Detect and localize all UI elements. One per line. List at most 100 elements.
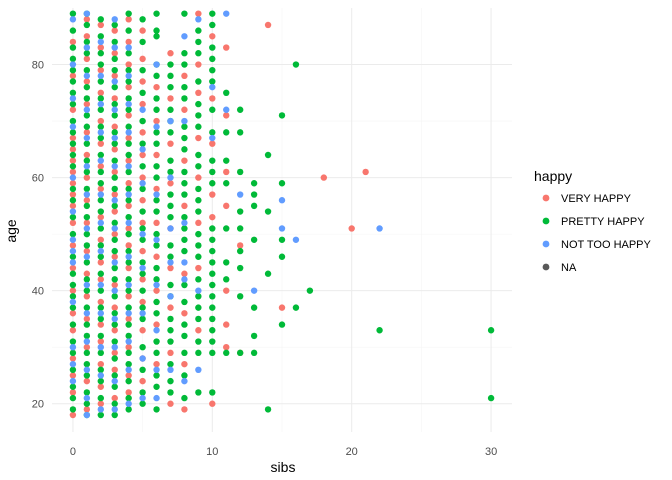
point-pretty-happy (153, 349, 160, 357)
point-very-happy (83, 197, 91, 204)
point-pretty-happy (69, 129, 77, 136)
point-very-happy (111, 27, 118, 34)
point-pretty-happy (125, 259, 132, 266)
point-pretty-happy (97, 315, 104, 323)
point-very-happy (167, 264, 174, 272)
point-pretty-happy (250, 332, 258, 340)
point-pretty-happy (69, 338, 77, 345)
point-not-too-happy (97, 72, 104, 80)
point-pretty-happy (153, 276, 160, 283)
y-tick-label: 20 (32, 399, 44, 411)
point-pretty-happy (167, 61, 174, 68)
point-pretty-happy (111, 185, 118, 193)
point-pretty-happy (250, 202, 258, 210)
point-very-happy (69, 180, 77, 187)
point-pretty-happy (83, 400, 91, 407)
point-pretty-happy (139, 389, 146, 396)
point-pretty-happy (111, 140, 118, 147)
point-pretty-happy (209, 106, 216, 113)
point-pretty-happy (181, 180, 188, 187)
point-not-too-happy (153, 191, 160, 198)
point-pretty-happy (278, 112, 286, 119)
point-not-too-happy (69, 259, 77, 266)
point-very-happy (223, 44, 230, 51)
point-pretty-happy (181, 10, 188, 17)
point-very-happy (111, 95, 118, 102)
y-tick-label: 40 (32, 286, 44, 298)
point-pretty-happy (153, 140, 160, 147)
point-very-happy (111, 281, 118, 289)
point-not-too-happy (167, 225, 174, 232)
point-very-happy (153, 151, 160, 159)
point-pretty-happy (236, 293, 244, 300)
y-tick-label: 80 (32, 60, 44, 72)
point-pretty-happy (195, 197, 202, 204)
point-not-too-happy (125, 44, 132, 51)
point-not-too-happy (153, 394, 160, 402)
point-pretty-happy (153, 197, 160, 204)
point-pretty-happy (111, 372, 118, 379)
point-very-happy (264, 21, 272, 29)
point-not-too-happy (111, 106, 118, 113)
point-pretty-happy (209, 338, 216, 345)
point-pretty-happy (223, 259, 230, 266)
point-not-too-happy (278, 197, 286, 204)
point-pretty-happy (209, 247, 216, 255)
point-pretty-happy (195, 163, 202, 170)
point-very-happy (348, 225, 355, 232)
point-pretty-happy (167, 377, 174, 385)
point-very-happy (223, 112, 230, 119)
point-pretty-happy (83, 213, 91, 221)
point-very-happy (83, 151, 91, 159)
point-very-happy (181, 270, 188, 277)
point-pretty-happy (250, 180, 258, 187)
point-very-happy (83, 78, 91, 85)
point-pretty-happy (97, 242, 104, 249)
point-very-happy (181, 106, 188, 113)
point-not-too-happy (83, 106, 91, 113)
point-pretty-happy (153, 129, 160, 136)
point-very-happy (83, 174, 91, 181)
point-pretty-happy (139, 89, 146, 97)
point-pretty-happy (209, 21, 216, 29)
point-not-too-happy (139, 264, 146, 272)
point-pretty-happy (125, 27, 132, 34)
point-pretty-happy (83, 83, 91, 91)
point-pretty-happy (223, 225, 230, 232)
point-pretty-happy (69, 349, 77, 357)
point-not-too-happy (83, 44, 91, 51)
point-very-happy (111, 168, 118, 176)
legend-key-na (542, 263, 550, 271)
point-pretty-happy (250, 349, 258, 357)
point-pretty-happy (125, 406, 132, 413)
point-not-too-happy (278, 225, 286, 232)
point-very-happy (125, 202, 132, 210)
point-pretty-happy (83, 202, 91, 210)
point-pretty-happy (83, 242, 91, 249)
point-pretty-happy (181, 332, 188, 340)
point-pretty-happy (181, 50, 188, 57)
point-not-too-happy (69, 123, 77, 130)
point-pretty-happy (195, 100, 202, 108)
point-not-too-happy (97, 38, 104, 46)
point-very-happy (97, 213, 104, 221)
point-not-too-happy (111, 163, 118, 170)
point-pretty-happy (195, 112, 202, 119)
point-pretty-happy (181, 61, 188, 68)
point-very-happy (223, 168, 230, 176)
point-pretty-happy (167, 389, 174, 396)
point-very-happy (69, 242, 77, 249)
point-not-too-happy (181, 33, 188, 40)
point-very-happy (69, 264, 77, 272)
point-very-happy (83, 293, 91, 300)
point-not-too-happy (167, 117, 174, 125)
point-not-too-happy (125, 253, 132, 260)
point-pretty-happy (195, 253, 202, 260)
point-pretty-happy (153, 264, 160, 272)
point-pretty-happy (125, 66, 132, 74)
point-pretty-happy (69, 151, 77, 159)
point-very-happy (97, 276, 104, 283)
point-pretty-happy (181, 372, 188, 379)
point-not-too-happy (125, 163, 132, 170)
point-pretty-happy (195, 123, 202, 130)
